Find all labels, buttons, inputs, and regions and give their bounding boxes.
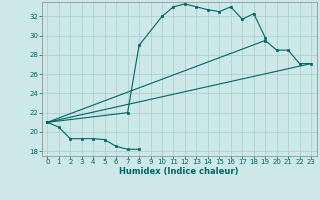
X-axis label: Humidex (Indice chaleur): Humidex (Indice chaleur)	[119, 167, 239, 176]
